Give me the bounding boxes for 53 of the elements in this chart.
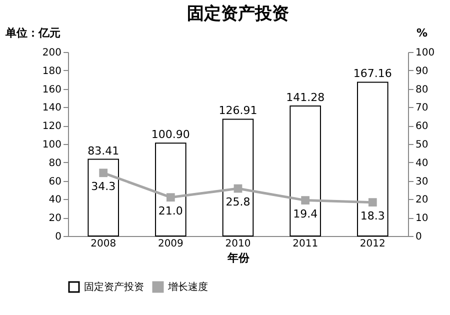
y-tick-label: 40: [48, 194, 62, 206]
data-label: 167.16: [353, 67, 392, 80]
bar: [155, 142, 186, 236]
data-label: 100.90: [151, 128, 190, 142]
data-label: 21.0: [158, 204, 183, 218]
x-axis-title: 年份: [226, 252, 250, 264]
y2-tick-label: 30: [416, 176, 428, 188]
point: [368, 198, 377, 207]
y-tick-label: 0: [55, 232, 62, 242]
y-tick-label: 80: [48, 158, 62, 169]
y-tick-label: 160: [42, 84, 62, 96]
y2-tick-label: 70: [416, 102, 428, 114]
y2-tick-label: 40: [416, 158, 428, 169]
bar: [88, 158, 119, 236]
y-tick-label: 20: [48, 213, 62, 224]
y-tick-label: 120: [42, 121, 62, 132]
y2-tick-label: 60: [416, 121, 428, 132]
y2-tick-label: 50: [416, 140, 428, 150]
point: [166, 193, 175, 202]
x-tick-label: 2011: [292, 238, 318, 250]
y-tick-label: 180: [42, 66, 62, 77]
point: [234, 184, 242, 193]
y-tick-label: 140: [42, 102, 62, 114]
data-label: 25.8: [226, 196, 250, 209]
data-label: 126.91: [218, 104, 258, 118]
point: [99, 168, 108, 178]
x-tick-label: 2008: [90, 238, 116, 250]
data-label: 34.3: [91, 180, 116, 193]
legend-label: 固定资产投资: [84, 281, 144, 293]
y-axis-title: 单位：亿元: [4, 26, 60, 40]
y2-tick-label: 80: [416, 84, 428, 96]
y2-tick-label: 90: [416, 66, 428, 77]
chart-title: 固定资产投资: [187, 4, 289, 24]
data-label: 18.3: [360, 209, 385, 222]
y2-tick-label: 20: [416, 194, 428, 206]
y2-tick-label: 0: [416, 232, 422, 242]
y-tick-label: 60: [48, 176, 62, 188]
bar: [290, 106, 321, 236]
bar: [357, 82, 388, 236]
x-tick-label: 2012: [360, 238, 386, 250]
x-tick-label: 2010: [225, 238, 251, 250]
y2-tick-label: 100: [416, 48, 435, 58]
y2-axis-title: %: [416, 26, 428, 40]
y2-tick-label: 10: [416, 213, 428, 224]
legend-label: 增长速度: [167, 281, 208, 293]
point: [301, 196, 310, 204]
data-label: 141.28: [286, 91, 325, 104]
bar: [222, 118, 254, 236]
x-tick-label: 2009: [158, 238, 184, 250]
data-label: 19.4: [293, 207, 318, 220]
y-tick-label: 200: [42, 48, 62, 58]
y-tick-label: 100: [42, 140, 62, 150]
data-label: 83.41: [88, 144, 120, 158]
